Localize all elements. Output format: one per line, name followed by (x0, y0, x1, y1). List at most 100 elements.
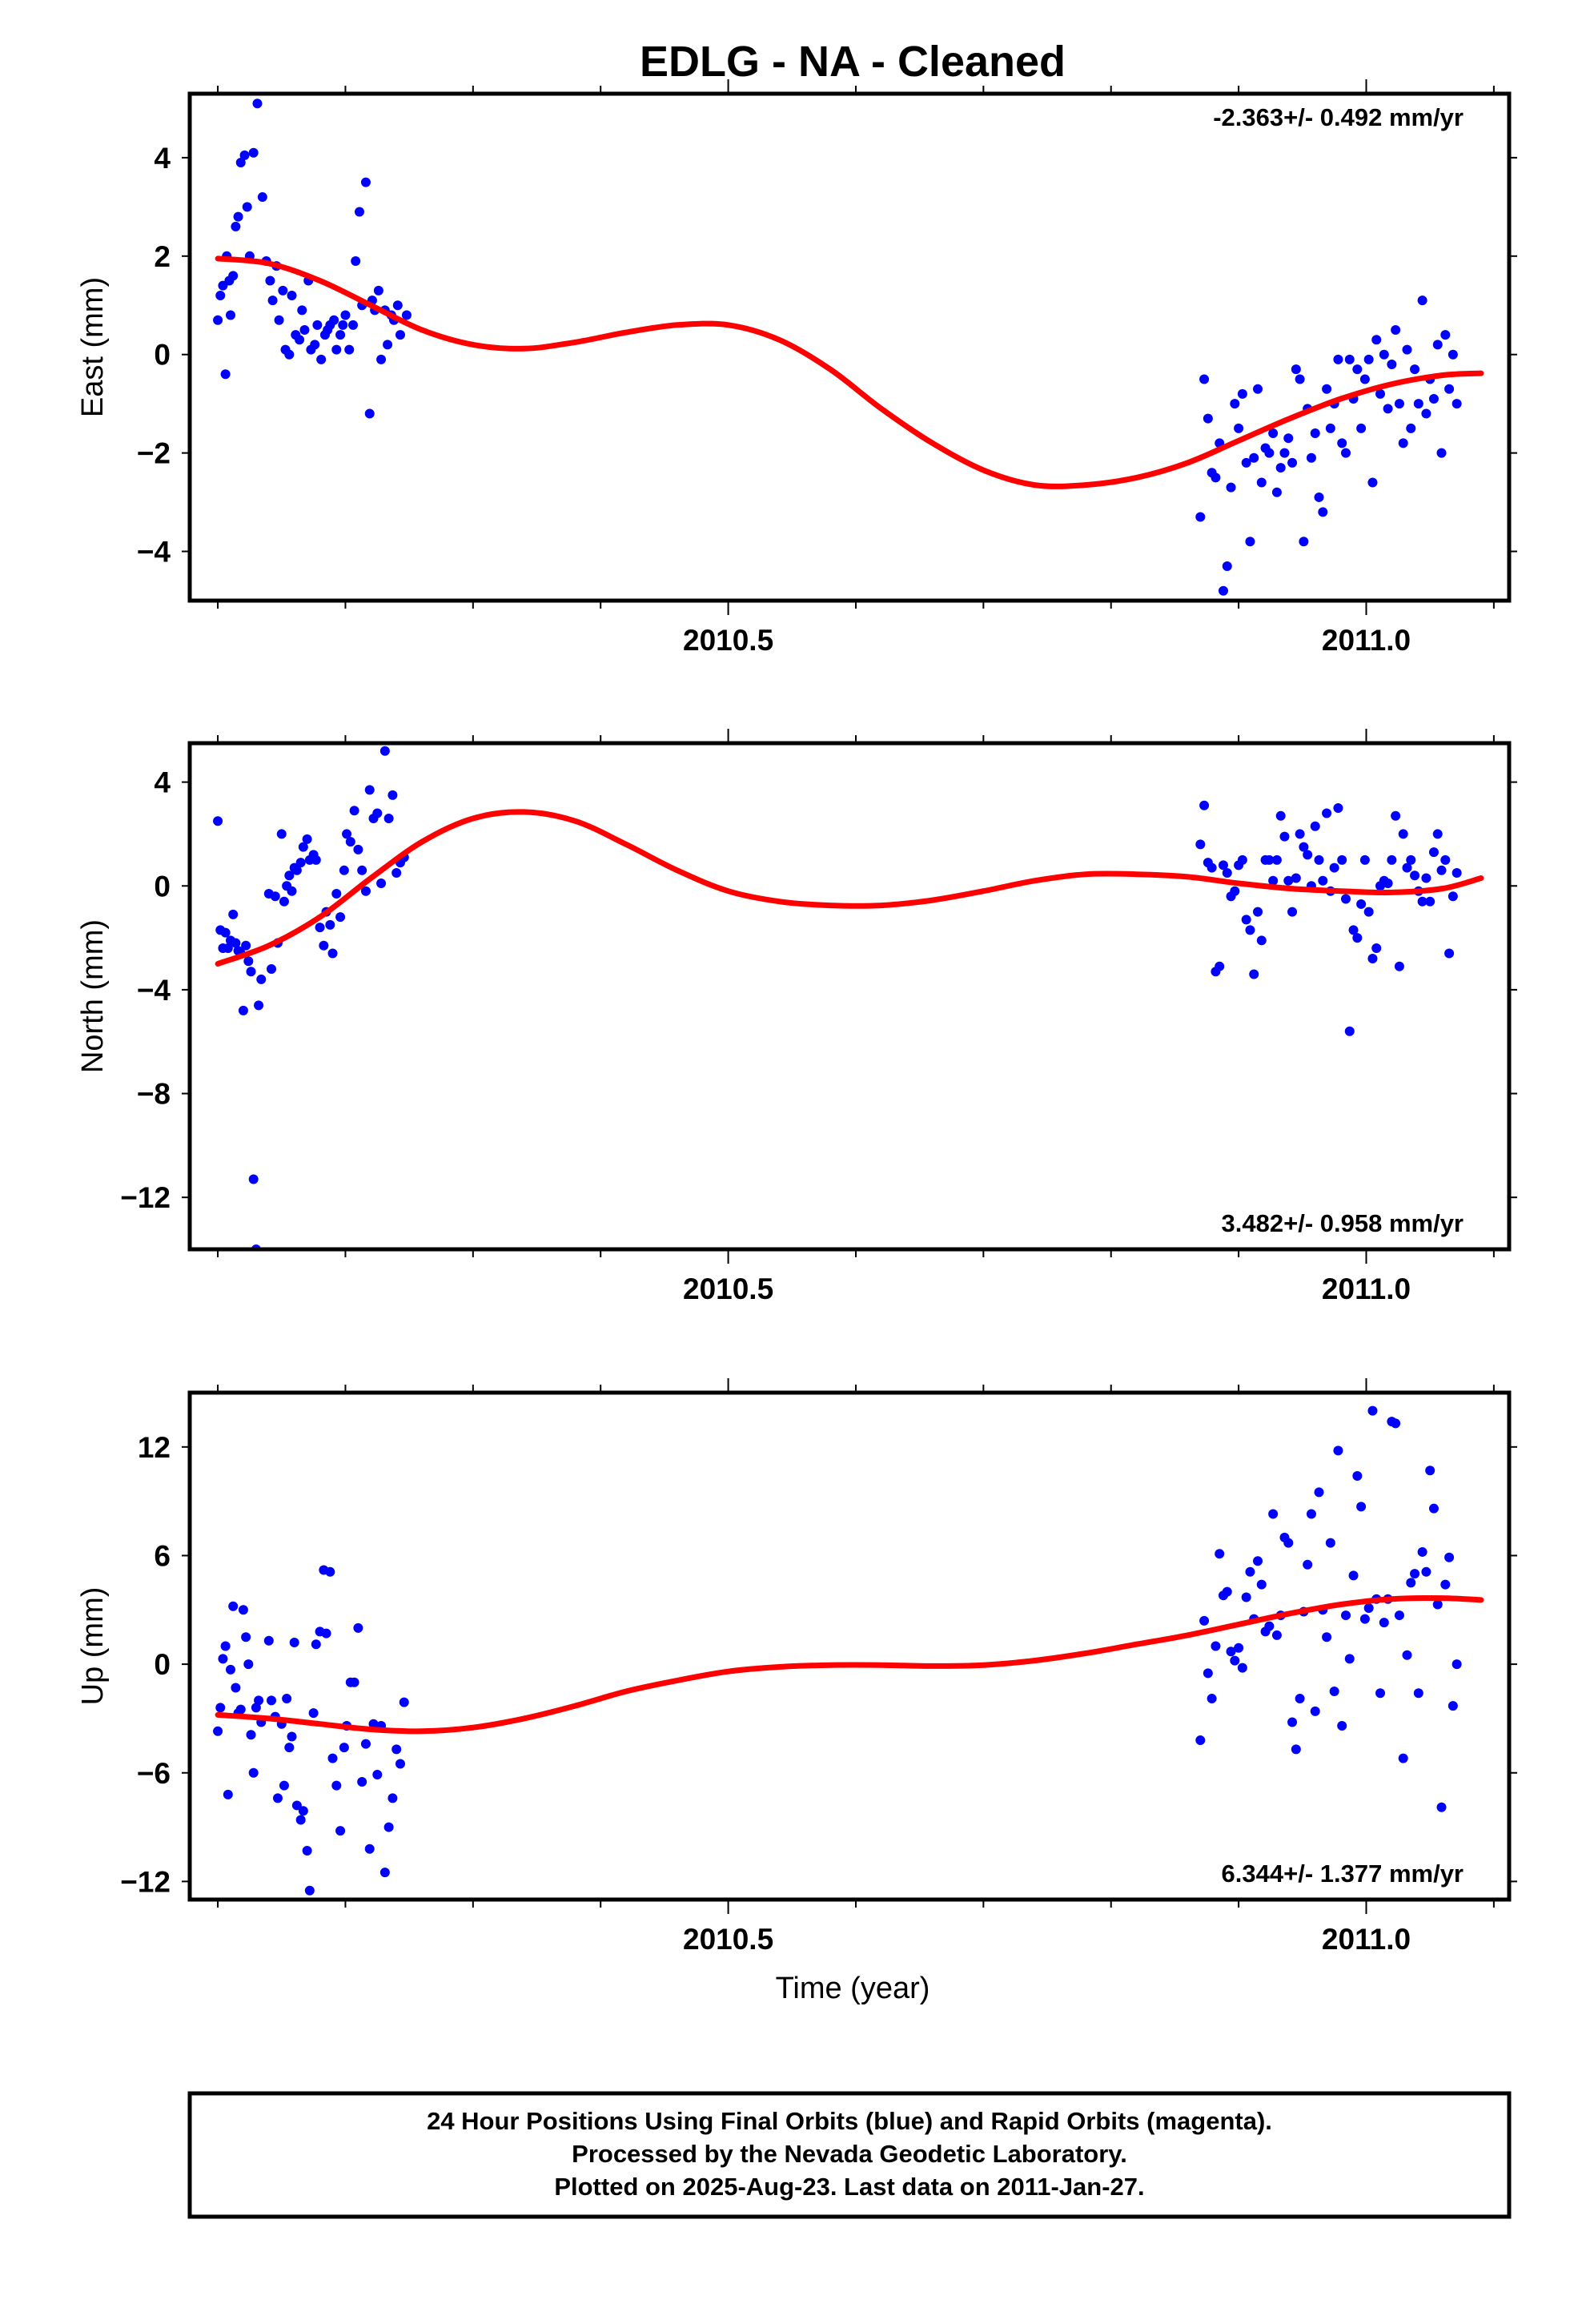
east-data-point (1287, 457, 1298, 468)
up-data-point (391, 1744, 402, 1755)
north-data-point (391, 868, 402, 879)
north-data-point (327, 948, 338, 959)
north-data-point (1356, 899, 1367, 909)
north-ytick-label: 4 (154, 766, 171, 799)
up-data-point (399, 1697, 409, 1707)
east-xtick-label: 2010.5 (683, 624, 773, 657)
east-data-point (1295, 374, 1305, 384)
east-data-point (1256, 477, 1267, 488)
east-data-point (1333, 354, 1343, 364)
up-data-point (302, 1845, 312, 1856)
north-data-point (1359, 854, 1370, 865)
north-data-point (1218, 860, 1228, 870)
east-data-point (340, 310, 351, 320)
east-data-point (1245, 537, 1255, 547)
up-data-point (246, 1730, 256, 1740)
north-data-point (228, 909, 239, 919)
up-data-point (349, 1677, 359, 1687)
north-fit-curve (215, 809, 1484, 967)
footer-box: 24 Hour Positions Using Final Orbits (bl… (187, 2091, 1512, 2219)
east-data-point (267, 296, 278, 306)
north-data-point (1195, 839, 1206, 850)
footer-line-1: 24 Hour Positions Using Final Orbits (bl… (427, 2107, 1272, 2135)
east-data-point (1222, 561, 1232, 571)
east-data-point (1398, 438, 1408, 448)
east-data-point (1383, 404, 1393, 414)
up-data-point (1367, 1405, 1378, 1416)
up-data-point (251, 1703, 261, 1713)
north-data-point (270, 891, 280, 902)
east-data-point (338, 320, 348, 330)
east-data-point (1306, 452, 1316, 463)
east-data-point (383, 340, 393, 350)
up-data-point (368, 1719, 379, 1729)
east-data-point (242, 202, 252, 212)
north-data-point (319, 940, 329, 951)
east-panel: 4 2 0 −2 −4 2010.5 2011.0 East (mm) -2.363+/- 0.… (76, 79, 1517, 657)
x-axis-label: Time (year) (776, 1972, 930, 2005)
north-points (213, 746, 1462, 1249)
north-data-point (1303, 850, 1313, 860)
north-data-point (1406, 854, 1416, 865)
up-data-point (1440, 1579, 1451, 1590)
north-rate-label: 3.482+/- 0.958 mm/yr (1222, 1209, 1464, 1237)
north-data-point (302, 834, 312, 844)
north-data-point (1447, 891, 1458, 902)
east-data-point (1337, 438, 1347, 448)
east-data-point (252, 99, 263, 109)
north-xtick-label: 2010.5 (683, 1273, 773, 1305)
north-data-point (1402, 862, 1412, 873)
up-data-point (308, 1708, 319, 1719)
up-data-point (248, 1767, 259, 1778)
up-data-point (1245, 1566, 1255, 1577)
up-y-axis-label: Up (mm) (76, 1587, 110, 1706)
north-data-point (267, 963, 277, 974)
up-data-point (1253, 1556, 1263, 1566)
up-data-point (357, 1777, 367, 1787)
up-data-point (1348, 1570, 1359, 1581)
north-data-point (1425, 896, 1435, 907)
up-data-point (1237, 1663, 1247, 1673)
up-data-point (1271, 1630, 1282, 1640)
north-data-point (1295, 829, 1305, 839)
east-data-point (1406, 423, 1416, 433)
east-data-point (295, 335, 305, 345)
north-data-point (1310, 821, 1320, 831)
up-data-point (1234, 1642, 1244, 1653)
north-data-point (349, 806, 359, 816)
up-data-point (311, 1639, 321, 1650)
north-data-point (1264, 854, 1275, 865)
up-data-point (360, 1739, 371, 1749)
east-data-point (331, 344, 342, 355)
east-data-point (1417, 296, 1427, 306)
north-data-point (287, 886, 297, 896)
east-data-point (1391, 324, 1401, 335)
up-data-point (279, 1780, 289, 1791)
north-data-point (241, 940, 251, 951)
up-data-point (284, 1743, 295, 1753)
up-data-point (1398, 1753, 1408, 1763)
east-ytick-label: −2 (137, 437, 171, 470)
east-rate-label: -2.363+/- 0.492 mm/yr (1213, 103, 1464, 131)
east-data-point (344, 344, 355, 355)
up-ytick-label: −12 (120, 1865, 171, 1898)
east-data-point (1325, 423, 1335, 433)
up-data-point (220, 1641, 231, 1651)
east-data-point (1447, 349, 1458, 360)
up-ytick-label: 12 (138, 1431, 171, 1464)
north-data-point (295, 858, 306, 868)
east-data-point (265, 275, 275, 286)
north-data-point (223, 943, 233, 954)
up-data-point (1417, 1546, 1427, 1557)
north-data-point (256, 974, 267, 984)
up-data-point (1402, 1650, 1412, 1660)
north-data-point (1444, 948, 1455, 959)
east-data-point (1195, 512, 1206, 522)
east-data-point (1344, 354, 1355, 364)
north-data-point (1215, 961, 1225, 971)
up-data-point (1215, 1549, 1225, 1559)
up-data-point (1322, 1632, 1332, 1642)
east-data-point (1226, 482, 1236, 493)
north-data-point (1287, 907, 1298, 917)
north-data-point (1256, 935, 1267, 946)
